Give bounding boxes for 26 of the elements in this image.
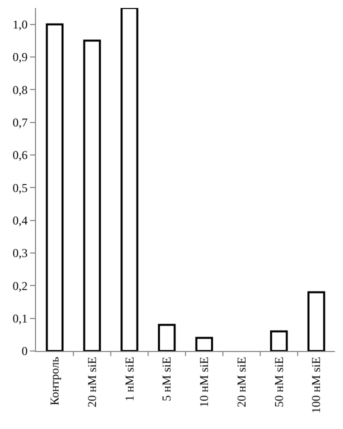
bar: [46, 23, 64, 351]
y-tick-label: 0,9: [12, 50, 28, 64]
x-tick-label: 100 нМ siE: [309, 356, 324, 414]
bar: [83, 40, 101, 351]
x-tick-label: 20 нМ siE: [234, 356, 248, 408]
x-tick-label: 1 нМ siE: [122, 356, 136, 402]
y-tick-label: 0,6: [12, 148, 28, 162]
bar: [195, 336, 214, 351]
y-tick-label: 0,8: [12, 82, 28, 97]
x-tick-label: Контроль: [48, 356, 62, 406]
x-tick-label: 50 нМ siE: [272, 356, 286, 408]
bar: [307, 291, 326, 351]
y-tick-label: 0,5: [12, 180, 28, 195]
y-tick-label: 0,2: [12, 278, 28, 293]
bar: [120, 8, 138, 351]
y-tick-label: 0,4: [12, 214, 28, 228]
x-tick-label: 5 нМ siE: [160, 356, 174, 402]
bar: [270, 330, 288, 351]
x-tick-label: 10 нМ siE: [197, 356, 212, 408]
y-tick-label: 0,3: [12, 246, 28, 260]
y-tick-label: 0,7: [12, 116, 28, 130]
x-tick-label: 20 нМ siE: [84, 356, 99, 408]
bar: [158, 324, 176, 351]
y-tick-label: 1,0: [12, 18, 28, 32]
y-tick-label: 0,1: [12, 312, 28, 326]
y-tick-label: 0: [22, 344, 28, 358]
